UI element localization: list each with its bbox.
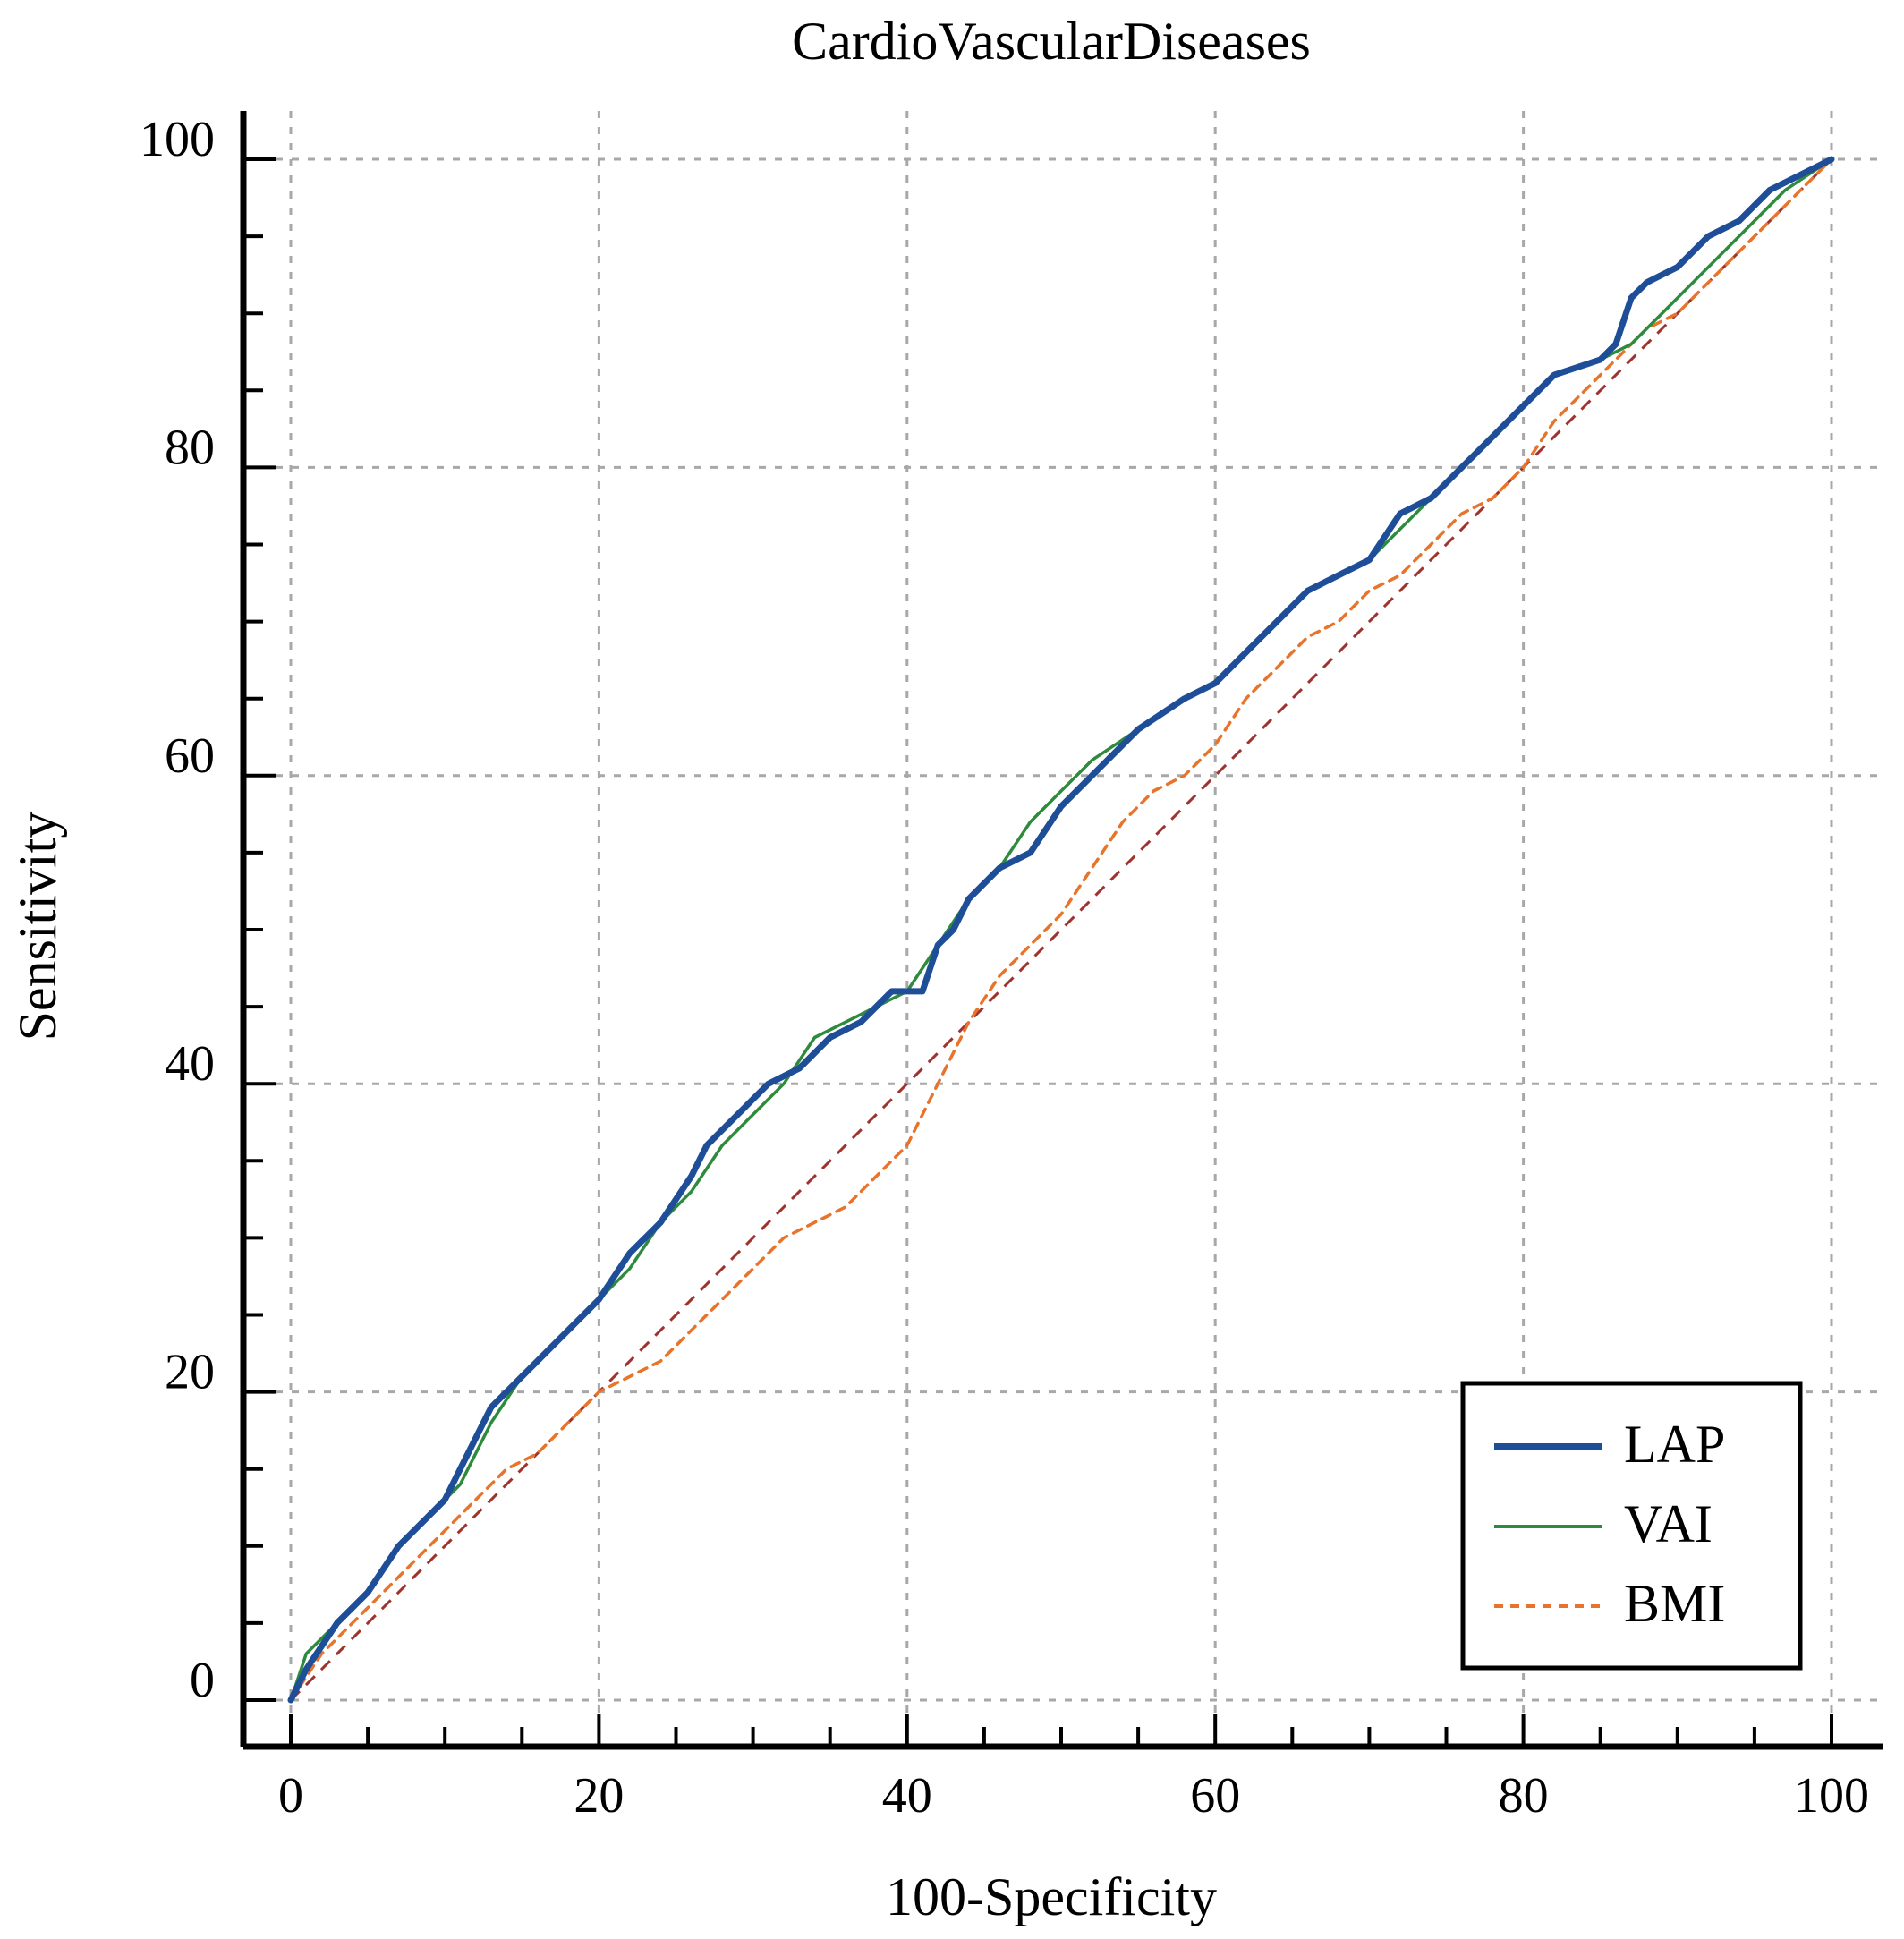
y-tick-label: 20 [165,1345,215,1400]
y-tick-label: 0 [190,1653,215,1708]
x-tick-label: 20 [574,1768,624,1824]
x-tick-label: 40 [882,1768,932,1824]
y-axis-label: Sensitivity [8,812,67,1042]
chart-title: CardioVascularDiseases [792,12,1311,71]
y-tick-label: 100 [140,112,215,167]
x-tick-label: 0 [278,1768,303,1824]
legend-label-bmi: BMI [1624,1574,1725,1633]
series-line-bmi [289,157,1833,1702]
legend-label-lap: LAP [1624,1415,1725,1474]
y-tick-label: 60 [165,728,215,784]
reference-diagonal [289,157,1833,1702]
legend: LAP VAI BMI [1460,1381,1803,1671]
series-lines [287,156,1835,1704]
x-tick-label: 100 [1794,1768,1869,1824]
y-tick-label: 40 [165,1036,215,1092]
tick-labels: 0 20 40 60 80 100 0 20 40 60 80 100 [140,112,1869,1824]
x-axis-label: 100-Specificity [886,1867,1217,1926]
series-line-lap [287,156,1835,1704]
reference-line [289,157,1833,1702]
x-tick-label: 80 [1499,1768,1549,1824]
y-tick-label: 80 [165,420,215,475]
legend-label-vai: VAI [1624,1494,1713,1553]
x-tick-label: 60 [1190,1768,1240,1824]
axes [240,111,1883,1750]
